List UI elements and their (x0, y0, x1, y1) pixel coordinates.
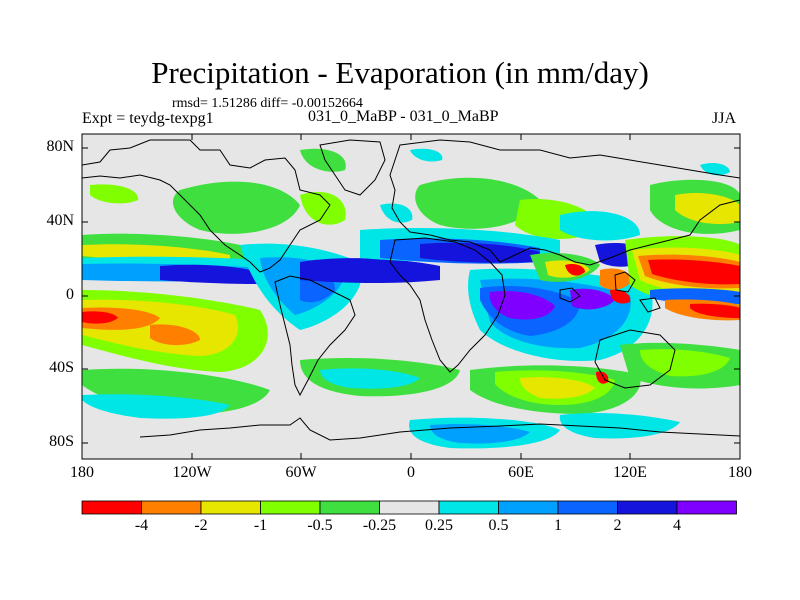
field-patch (675, 193, 740, 225)
x-tick-label: 180 (728, 464, 752, 481)
field-patch (300, 258, 440, 284)
field-patch (430, 423, 530, 444)
colorbar-box (319, 500, 380, 515)
field-patch (380, 203, 413, 223)
coastline-island (639, 297, 661, 313)
field-patch (700, 162, 730, 176)
coastlines (82, 139, 740, 441)
field-patch (520, 377, 595, 399)
field-patch (172, 181, 300, 234)
field-patch (82, 394, 230, 419)
colorbar-label: -1 (253, 517, 268, 534)
season-label: JJA (712, 110, 737, 127)
stats-text: rmsd= 1.51286 diff= -0.00152664 (172, 96, 363, 111)
field-patch (160, 264, 270, 284)
field-patch (596, 371, 609, 384)
colorbar-box (200, 500, 261, 515)
colorbar-label: 2 (613, 517, 622, 534)
colorbar-box (260, 500, 321, 515)
field-patch (600, 268, 632, 290)
coastline-island (614, 271, 636, 293)
figure-title: Precipitation - Evaporation (in mm/day) (151, 55, 649, 90)
field-patch (559, 412, 680, 439)
field-patch (610, 289, 631, 304)
x-tick-label: 120W (172, 464, 212, 481)
colorbar-box (438, 500, 499, 515)
field-patch (560, 211, 640, 241)
field-patch (300, 148, 346, 172)
colorbar-label: -4 (134, 517, 149, 534)
colorbar-label: 0.5 (488, 517, 509, 534)
coastline-south-america (274, 275, 356, 397)
colorbar-label: 1 (554, 517, 562, 534)
experiment-label: Expt = teydg-texpg1 (82, 110, 214, 127)
y-tick-label: 80N (46, 138, 74, 155)
x-tick-label: 0 (407, 464, 415, 481)
colorbar-box (141, 500, 202, 515)
field-patch (648, 259, 740, 285)
y-tick-label: 40S (49, 359, 74, 376)
field-patch (565, 263, 585, 276)
coastline-australia (594, 329, 676, 389)
colorbar-label: 0.25 (425, 517, 453, 534)
x-tick-label: 60E (508, 464, 534, 481)
coastline-north-america (82, 139, 331, 273)
y-tick-label: 40N (46, 212, 74, 229)
coastline-island (559, 287, 581, 303)
colorbar-label: -0.25 (362, 517, 397, 534)
coastline-eurasia (389, 139, 740, 266)
y-tick-label: 80S (49, 433, 74, 450)
colorbar-label: 4 (673, 517, 681, 534)
y-tick-label: 0 (66, 286, 74, 303)
field-patch (300, 191, 346, 225)
field-patch (690, 303, 740, 318)
coastline-antarctica (139, 417, 740, 441)
precip-field (82, 148, 740, 449)
x-tick-label: 120E (613, 464, 647, 481)
coastline-greenland (319, 139, 386, 196)
colorbar-box (557, 500, 618, 515)
field-patch (82, 311, 118, 324)
field-patch (410, 148, 443, 162)
field-patch (90, 184, 139, 204)
field-patch (640, 349, 730, 377)
coastline-africa (389, 237, 506, 373)
colorbar-box (379, 500, 440, 515)
colorbar-box (676, 500, 737, 515)
field-patch (489, 290, 555, 320)
field-patch (320, 368, 420, 389)
axis-ticks (82, 134, 740, 459)
colorbar (81, 500, 737, 515)
colorbar-label: -0.5 (307, 517, 333, 534)
colorbar-box (498, 500, 559, 515)
colorbar-box (617, 500, 678, 515)
colorbar-label: -2 (194, 517, 208, 534)
difference-label: 031_0_MaBP - 031_0_MaBP (308, 108, 499, 125)
x-tick-label: 60W (285, 464, 317, 481)
x-tick-label: 180 (70, 464, 94, 481)
field-patch (570, 288, 615, 310)
field-patch (150, 324, 200, 346)
field-patch (415, 177, 540, 229)
colorbar-box (81, 500, 142, 515)
